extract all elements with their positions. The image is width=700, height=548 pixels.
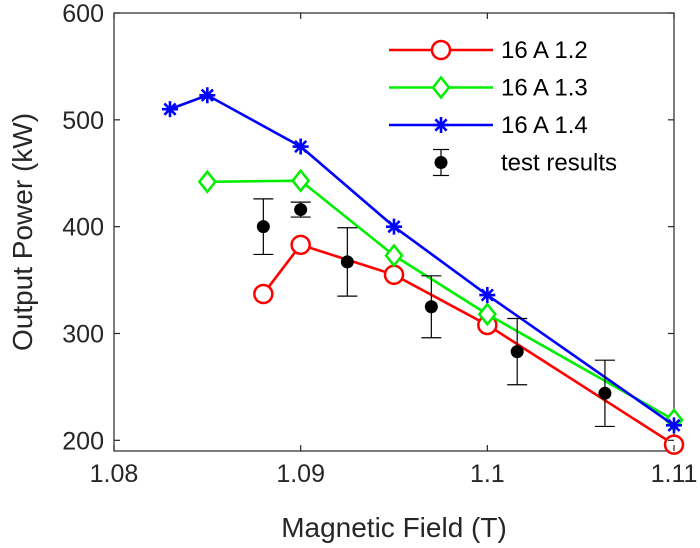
y-tick-label: 400 xyxy=(62,214,104,242)
legend-marker xyxy=(433,117,449,133)
x-tick-label: 1.08 xyxy=(90,460,139,488)
data-point-shape xyxy=(290,234,311,256)
data-point-shape xyxy=(199,87,216,104)
data-point xyxy=(598,386,612,400)
y-tick-label: 600 xyxy=(62,0,104,28)
data-point-shape xyxy=(477,302,497,327)
data-point-shape xyxy=(340,255,354,269)
data-point-shape xyxy=(383,264,405,285)
y-axis-label: Output Power (kW) xyxy=(7,113,38,351)
data-point-shape xyxy=(666,417,682,434)
legend-marker-shape xyxy=(430,39,452,61)
data-point-shape xyxy=(197,169,217,194)
data-point-shape xyxy=(253,283,274,305)
x-axis-label: Magnetic Field (T) xyxy=(281,512,507,543)
axes-layer: 1.08 1.09 1.1 1.11 200 300 400 500 600 xyxy=(62,0,697,488)
series-3 xyxy=(162,87,682,434)
data-point xyxy=(197,169,217,194)
data-point-shape xyxy=(291,168,311,193)
series-layer xyxy=(162,87,685,455)
data-point xyxy=(162,101,178,118)
data-point-shape xyxy=(510,345,524,359)
data-point xyxy=(479,287,496,304)
x-tick-label: 1.11 xyxy=(651,460,698,488)
series-line xyxy=(169,93,675,427)
data-point xyxy=(340,255,354,269)
data-point xyxy=(384,243,404,268)
legend-item: 16 A 1.3 xyxy=(389,75,588,102)
data-point-shape xyxy=(292,138,309,155)
data-point-shape xyxy=(256,220,270,234)
data-point xyxy=(253,283,274,305)
y-tick-label: 200 xyxy=(62,427,104,455)
legend-item: test results xyxy=(433,148,617,177)
legend-marker-shape xyxy=(434,156,448,169)
data-point xyxy=(666,417,682,434)
data-point xyxy=(199,87,216,104)
data-point xyxy=(424,300,438,314)
data-point xyxy=(290,234,311,256)
data-point xyxy=(291,168,311,193)
x-tick-label: 1.1 xyxy=(470,460,505,488)
data-point-shape xyxy=(424,300,438,314)
legend-label: 16 A 1.2 xyxy=(501,37,588,64)
legend: 16 A 1.2 16 A 1.3 16 A 1.4 test results xyxy=(389,37,617,177)
legend-item: 16 A 1.2 xyxy=(389,37,588,64)
legend-marker xyxy=(430,39,452,61)
data-point xyxy=(510,345,524,359)
legend-label: 16 A 1.4 xyxy=(501,112,588,139)
data-point xyxy=(292,138,309,155)
data-point-shape xyxy=(162,101,178,118)
data-point xyxy=(477,302,497,327)
data-point-shape xyxy=(386,218,402,235)
legend-marker-shape xyxy=(433,117,449,133)
legend-item: 16 A 1.4 xyxy=(389,112,588,139)
legend-label: test results xyxy=(501,150,617,177)
x-tick-label: 1.09 xyxy=(276,460,325,488)
legend-marker xyxy=(434,156,448,169)
legend-marker xyxy=(431,75,451,100)
data-point-shape xyxy=(384,243,404,268)
data-point-shape xyxy=(598,386,612,400)
data-point xyxy=(383,264,405,285)
legend-label: 16 A 1.3 xyxy=(501,75,588,102)
data-point-shape xyxy=(294,203,308,217)
data-point xyxy=(386,218,402,235)
data-point-shape xyxy=(479,287,496,304)
data-point xyxy=(294,203,308,217)
data-point xyxy=(256,220,270,234)
y-tick-label: 300 xyxy=(62,320,104,348)
series-4 xyxy=(253,198,615,428)
legend-marker-shape xyxy=(431,75,451,100)
y-tick-label: 500 xyxy=(62,107,104,135)
